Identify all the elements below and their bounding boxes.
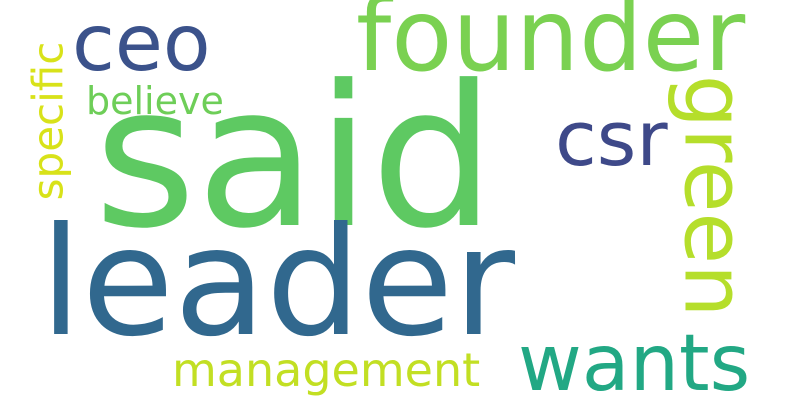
word-management: management [172,343,481,397]
word-csr: csr [555,94,668,183]
word-said: said [94,44,496,272]
word-leader: leader [40,196,516,370]
word-green: green [665,74,764,318]
word-ceo: ceo [72,0,211,89]
word-specific: specific [23,41,73,201]
word-wants: wants [518,319,751,400]
word-founder: founder [356,0,746,94]
word-believe: believe [86,79,224,123]
